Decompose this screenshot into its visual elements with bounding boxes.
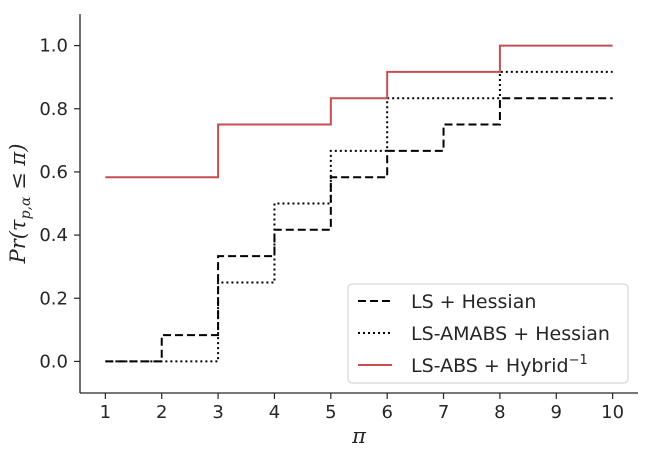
legend-label-text: LS + Hessian [411,291,536,313]
legend: LS + Hessian LS-AMABS + Hessian LS-ABS + H… [347,283,629,384]
legend-label-1: LS-AMABS + Hessian [411,323,610,345]
y-axis-label: Pr(τp,α ≤ π) [6,144,34,265]
legend-label-text: LS-AMABS + Hessian [411,323,610,345]
series-line-0 [105,97,613,363]
x-tick-label: 3 [212,402,223,423]
series-line-2 [105,44,613,179]
legend-label-0: LS + Hessian [411,291,536,313]
x-tick-label: 6 [381,402,392,423]
x-tick-label: 10 [601,402,624,423]
x-axis-label: π [351,424,367,448]
series-layer [105,44,613,363]
y-tick-label: 0.4 [39,225,68,246]
x-tick-label: 4 [269,402,280,423]
y-axis-label-subscript: p,α [18,196,34,219]
y-tick-label: 0.8 [39,99,68,120]
x-tick-label: 2 [156,402,167,423]
x-tick-label: 1 [100,402,111,423]
y-tick-label: 1.0 [39,36,68,57]
x-tick-label: 8 [494,402,505,423]
axes: 1 2 3 4 5 6 7 8 9 10 0.0 0.2 0.4 0.6 0.8 1.0 [39,14,638,423]
legend-label-superscript: −1 [569,353,588,368]
x-tick-label: 5 [325,402,336,423]
legend-label-2: LS-ABS + Hybrid−1 [411,353,588,377]
x-tick-label: 9 [551,402,562,423]
y-tick-label: 0.6 [39,162,68,183]
legend-label-text: LS-ABS + Hybrid [411,355,569,377]
legend-box [347,283,629,384]
y-tick-label: 0.0 [39,351,68,372]
y-tick-label: 0.2 [39,288,68,309]
y-axis-label-main: Pr(τ [6,219,30,264]
x-tick-label: 7 [438,402,449,423]
y-axis-label-tail: ≤ π) [6,144,30,197]
